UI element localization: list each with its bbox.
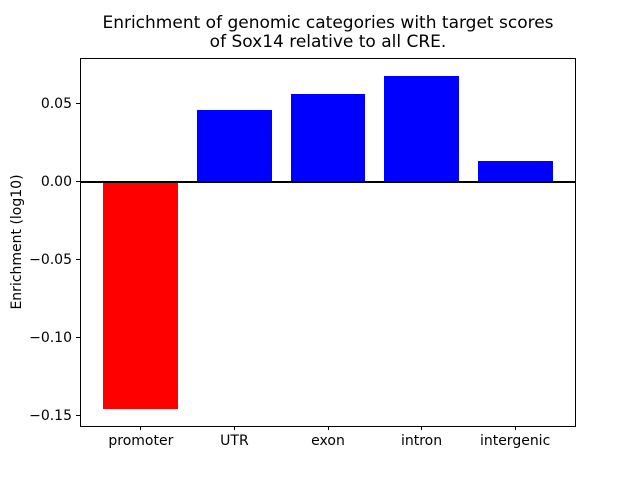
bar-UTR — [197, 109, 272, 182]
y-tick-mark — [76, 415, 80, 417]
y-tick-mark — [76, 259, 80, 261]
y-tick-mark — [76, 181, 80, 183]
x-tick-label-UTR: UTR — [220, 433, 249, 449]
bar-exon — [290, 94, 366, 182]
bar-promoter — [103, 181, 179, 410]
bar-intergenic — [477, 161, 553, 182]
chart-title: Enrichment of genomic categories with ta… — [102, 13, 554, 53]
x-tick-mark — [140, 426, 142, 430]
y-tick-mark — [76, 337, 80, 339]
x-tick-label-intron: intron — [400, 433, 443, 449]
y-tick-mark — [76, 103, 80, 105]
y-tick-label: −0.15 — [29, 407, 72, 424]
y-tick-label: −0.10 — [29, 329, 72, 346]
x-tick-mark — [514, 426, 516, 430]
x-tick-label-exon: exon — [311, 433, 345, 449]
zero-axhline — [81, 180, 575, 183]
x-tick-mark — [421, 426, 423, 430]
plot-area — [80, 58, 576, 427]
y-tick-label: 0.00 — [40, 173, 72, 190]
x-tick-mark — [327, 426, 329, 430]
y-axis-label: Enrichment (log10) — [9, 174, 25, 310]
y-tick-label: 0.05 — [40, 95, 72, 112]
bar-intron — [384, 75, 459, 182]
y-tick-label: −0.05 — [29, 251, 72, 268]
x-tick-label-promoter: promoter — [108, 433, 174, 449]
x-tick-mark — [233, 426, 235, 430]
x-tick-label-intergenic: intergenic — [479, 433, 551, 449]
